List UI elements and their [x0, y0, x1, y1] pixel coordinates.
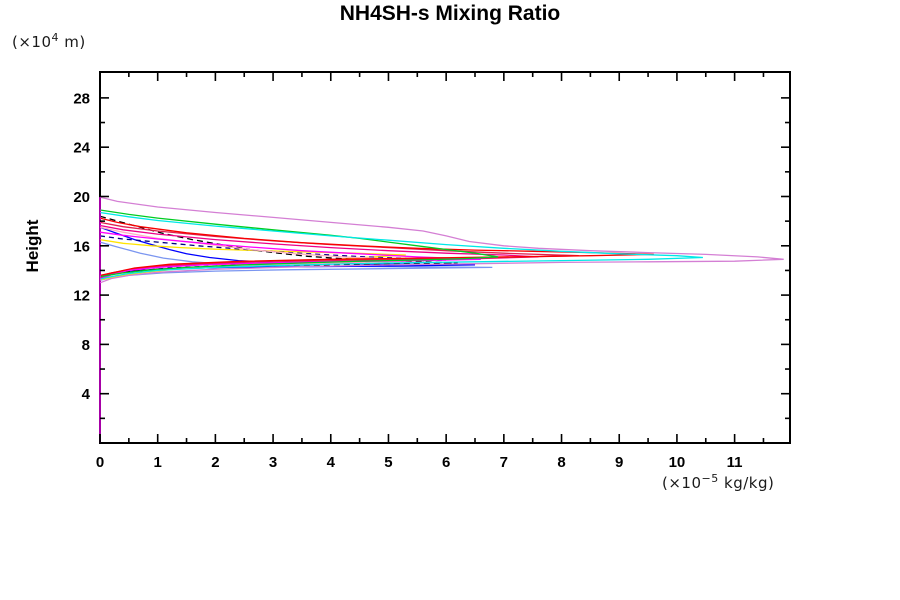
x-tick-label: 7	[500, 454, 508, 471]
x-unit-suffix: kg/kg)	[718, 474, 775, 492]
y-unit-exponent: 4	[51, 31, 60, 44]
x-tick-label: 3	[269, 454, 277, 471]
x-tick-label: 0	[96, 454, 104, 471]
series-line-green	[99, 209, 499, 278]
x-tick-label: 11	[727, 454, 743, 471]
y-unit-suffix: m)	[59, 33, 86, 51]
x-tick-label: 5	[384, 454, 392, 471]
x-unit-prefix: (×10	[662, 474, 702, 492]
y-tick-label: 8	[82, 337, 90, 354]
x-tick-label: 10	[669, 454, 686, 471]
y-tick-label: 24	[73, 140, 90, 157]
y-tick-label: 20	[73, 189, 90, 206]
y-tick-label: 16	[73, 238, 90, 255]
x-tick-label: 9	[615, 454, 623, 471]
y-tick-label: 28	[73, 90, 90, 107]
y-tick-label: 12	[73, 288, 90, 305]
chart-title: NH4SH-s Mixing Ratio	[339, 2, 561, 25]
y-tick-label: 4	[82, 386, 91, 403]
y-unit-prefix: (×10	[12, 33, 52, 51]
series-line-violet	[99, 196, 784, 284]
x-tick-label: 6	[442, 454, 450, 471]
x-tick-label: 2	[211, 454, 219, 471]
series-line-cyan	[99, 211, 703, 280]
series-line-magenta	[99, 231, 481, 280]
x-tick-label: 1	[154, 454, 162, 471]
x-unit-exponent: −5	[701, 472, 719, 485]
series-line-navy-dashed	[99, 235, 447, 279]
x-tick-label: 8	[557, 454, 565, 471]
y-axis-unit-label: (×104 m)	[12, 31, 86, 51]
x-axis-unit-label: (×10−5 kg/kg)	[662, 472, 774, 492]
x-tick-label: 4	[327, 454, 336, 471]
